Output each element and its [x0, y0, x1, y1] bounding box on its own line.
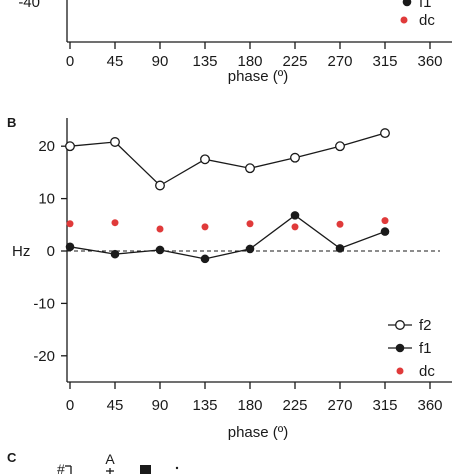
legend-f1-label: f1 [419, 340, 432, 357]
y-tick-label: -20 [33, 348, 55, 365]
x-tick-label: 270 [327, 397, 352, 414]
series-f1-point [380, 227, 390, 236]
panel-c-square-marker [140, 465, 151, 474]
series-f2-point [110, 137, 120, 147]
top-panel-legend: f1 dc [400, 0, 435, 29]
top-x-tick-label: 135 [192, 53, 217, 70]
top-x-tick-label: 270 [327, 53, 352, 70]
series-f2-point [65, 141, 75, 152]
series-f2-line [69, 132, 386, 187]
top-panel-y-tick-label: -40 [18, 0, 40, 11]
series-f1-point [290, 211, 300, 220]
legend-f2-label: f2 [419, 317, 432, 334]
legend-dc-label: dc [419, 12, 435, 29]
series-dc-point [246, 220, 254, 228]
series-f1-point [155, 245, 165, 255]
top-x-tick-label: 0 [66, 53, 74, 70]
series-f2-point [335, 141, 345, 152]
top-x-tick-label: 90 [152, 53, 169, 70]
y-axis-title: Hz [12, 243, 30, 260]
legend-dc-marker [400, 16, 408, 24]
series-layer [65, 128, 390, 264]
series-f1-point [65, 242, 75, 252]
top-panel-x-axis-title: phase (º) [228, 68, 289, 85]
series-dc-point [201, 223, 209, 231]
panel-c-fragment: # A [57, 451, 179, 474]
legend-f1-label: f1 [419, 0, 432, 11]
y-tick-label: 0 [47, 243, 55, 260]
x-axis-title: phase (º) [228, 424, 289, 441]
legend-f1-marker [395, 343, 405, 353]
series-dc-point [336, 220, 344, 228]
x-tick-label: 315 [372, 397, 397, 414]
x-tick-label: 135 [192, 397, 217, 414]
series-dc-point [66, 220, 74, 228]
series-f2-point [380, 128, 390, 139]
series-dc-point [381, 217, 389, 225]
x-tick-label: 0 [66, 397, 74, 414]
legend-dc-label: dc [419, 363, 435, 380]
panel-c-hash-mark: # [57, 461, 65, 474]
series-f1-point [110, 249, 120, 259]
x-tick-label: 360 [417, 397, 442, 414]
x-tick-label: 90 [152, 397, 169, 414]
top-x-tick-label: 360 [417, 53, 442, 70]
series-dc-point [156, 225, 164, 233]
panel-c-label: C [7, 450, 17, 465]
series-f2-point [155, 180, 165, 191]
panel-c-a-label: A [105, 451, 115, 467]
series-f1-point [335, 244, 345, 253]
series-f1-point [200, 254, 210, 264]
legend-f1-marker [402, 0, 412, 7]
panel-b-plot: Hz 20 10 0 -10 -20 0 45 90 135 180 225 270 315 360 p… [12, 118, 452, 441]
y-ticks: 20 10 0 -10 -20 [33, 138, 67, 365]
series-f2-point [200, 154, 210, 165]
top-panel-x-ticks: 0 45 90 135 180 225 270 315 360 [66, 42, 443, 70]
legend-dc-marker [396, 367, 404, 375]
top-panel: -40 0 45 90 135 180 225 270 315 360 phase (º) f1… [18, 0, 452, 85]
legend: f2 f1 dc [388, 317, 435, 380]
series-f2-point [290, 152, 300, 163]
x-tick-label: 45 [107, 397, 124, 414]
series-f2-point [245, 163, 255, 174]
series-dc-point [111, 219, 119, 227]
legend-f2-marker [395, 320, 405, 330]
series-f1-line [69, 214, 386, 260]
y-tick-label: -10 [33, 295, 55, 312]
x-tick-label: 225 [282, 397, 307, 414]
top-x-tick-label: 45 [107, 53, 124, 70]
x-tick-label: 180 [237, 397, 262, 414]
top-x-tick-label: 180 [237, 53, 262, 70]
panel-b-label: B [7, 115, 16, 130]
panel-c-small-dot [175, 466, 179, 470]
y-tick-label: 10 [38, 191, 55, 208]
series-dc-point [291, 223, 299, 231]
top-x-tick-label: 225 [282, 53, 307, 70]
y-tick-label: 20 [38, 138, 55, 155]
series-f1-point [245, 244, 255, 254]
x-ticks: 0 45 90 135 180 225 270 315 360 [66, 382, 443, 414]
top-x-tick-label: 315 [372, 53, 397, 70]
